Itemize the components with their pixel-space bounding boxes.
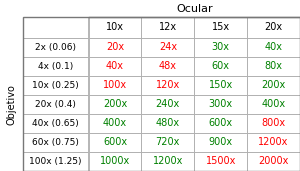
Bar <box>141 57 194 76</box>
Bar <box>22 114 88 133</box>
Bar <box>247 57 300 76</box>
Bar <box>194 95 247 114</box>
Bar <box>88 95 141 114</box>
Bar <box>247 114 300 133</box>
Text: 20x (0.4): 20x (0.4) <box>35 100 76 109</box>
Bar <box>88 133 141 152</box>
Bar <box>22 133 88 152</box>
Bar <box>141 38 194 57</box>
Text: 60x (0.75): 60x (0.75) <box>32 138 79 147</box>
Text: 15x: 15x <box>212 22 230 32</box>
Text: 400x: 400x <box>262 99 286 109</box>
Text: Objetivo: Objetivo <box>6 84 16 125</box>
Text: 2000x: 2000x <box>258 156 289 167</box>
Bar <box>194 17 247 38</box>
Bar <box>88 38 141 57</box>
Text: 20x: 20x <box>106 42 124 52</box>
Bar <box>88 57 141 76</box>
Text: 30x: 30x <box>212 42 230 52</box>
Text: Ocular: Ocular <box>176 4 213 14</box>
Text: 10x (0.25): 10x (0.25) <box>32 81 79 90</box>
Bar <box>22 17 88 38</box>
Text: 4x (0.1): 4x (0.1) <box>38 62 73 71</box>
Text: 40x: 40x <box>106 61 124 71</box>
Bar <box>22 152 88 171</box>
Bar <box>88 76 141 95</box>
Bar <box>194 114 247 133</box>
Bar <box>247 17 300 38</box>
Text: 150x: 150x <box>208 80 233 90</box>
Text: 200x: 200x <box>103 99 127 109</box>
Bar <box>141 114 194 133</box>
Text: 120x: 120x <box>156 80 180 90</box>
Bar <box>247 38 300 57</box>
Bar <box>247 133 300 152</box>
Bar <box>247 152 300 171</box>
Bar <box>22 57 88 76</box>
Bar <box>194 38 247 57</box>
Text: 300x: 300x <box>208 99 233 109</box>
Bar <box>88 114 141 133</box>
Text: 400x: 400x <box>103 118 127 128</box>
Text: 80x: 80x <box>265 61 283 71</box>
Text: 800x: 800x <box>262 118 286 128</box>
Text: 40x: 40x <box>265 42 283 52</box>
Bar <box>141 76 194 95</box>
Text: 100x: 100x <box>103 80 127 90</box>
Text: 1000x: 1000x <box>100 156 130 167</box>
Text: 40x (0.65): 40x (0.65) <box>32 119 79 128</box>
Bar <box>194 133 247 152</box>
Text: 200x: 200x <box>261 80 286 90</box>
Text: 60x: 60x <box>212 61 230 71</box>
Text: 10x: 10x <box>106 22 124 32</box>
Text: 600x: 600x <box>208 118 233 128</box>
Bar <box>194 152 247 171</box>
Bar <box>22 76 88 95</box>
Bar <box>247 76 300 95</box>
Text: 240x: 240x <box>156 99 180 109</box>
Text: 480x: 480x <box>156 118 180 128</box>
Text: 720x: 720x <box>156 137 180 147</box>
Bar <box>194 57 247 76</box>
Bar <box>247 95 300 114</box>
Text: 1200x: 1200x <box>153 156 183 167</box>
Bar <box>194 76 247 95</box>
Bar <box>141 95 194 114</box>
Text: 24x: 24x <box>159 42 177 52</box>
Bar <box>141 17 194 38</box>
Bar <box>141 152 194 171</box>
Bar <box>88 17 141 38</box>
Text: 12x: 12x <box>159 22 177 32</box>
Text: 20x: 20x <box>265 22 283 32</box>
Text: 2x (0.06): 2x (0.06) <box>35 43 76 52</box>
Text: 1500x: 1500x <box>206 156 236 167</box>
Text: 48x: 48x <box>159 61 177 71</box>
Text: 600x: 600x <box>103 137 127 147</box>
Text: 1200x: 1200x <box>258 137 289 147</box>
Bar <box>22 38 88 57</box>
Text: 900x: 900x <box>208 137 233 147</box>
Bar <box>141 133 194 152</box>
Bar <box>22 95 88 114</box>
Bar <box>88 152 141 171</box>
Text: 100x (1.25): 100x (1.25) <box>29 157 82 166</box>
